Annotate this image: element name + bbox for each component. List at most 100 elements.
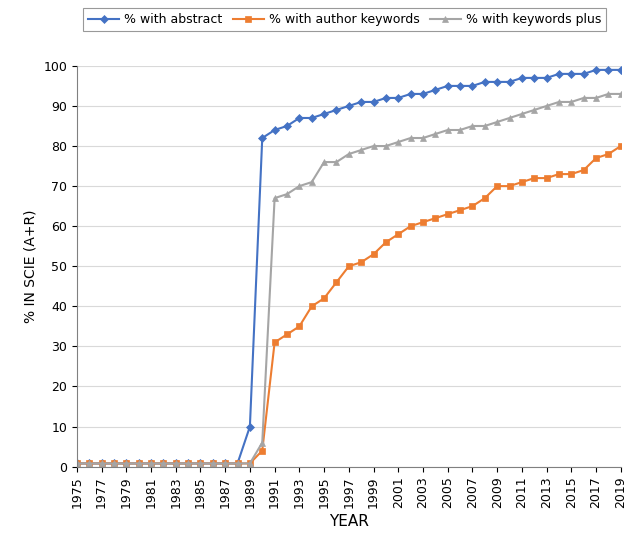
% with author keywords — [394, 231, 402, 238]
% with author keywords — [308, 303, 316, 310]
% with author keywords — [234, 460, 241, 467]
% with author keywords — [518, 179, 525, 186]
% with abstract — [234, 460, 241, 467]
% with author keywords — [209, 460, 216, 467]
% with keywords plus — [147, 460, 155, 467]
% with author keywords — [110, 460, 118, 467]
% with abstract — [617, 66, 625, 73]
% with author keywords — [592, 155, 600, 161]
% with keywords plus — [135, 460, 143, 467]
% with keywords plus — [320, 159, 328, 165]
% with author keywords — [506, 183, 513, 189]
% with abstract — [370, 99, 378, 105]
% with abstract — [592, 66, 600, 73]
% with keywords plus — [555, 99, 563, 105]
% with keywords plus — [110, 460, 118, 467]
% with author keywords — [85, 460, 93, 467]
% with author keywords — [147, 460, 155, 467]
% with keywords plus — [259, 439, 266, 446]
% with keywords plus — [172, 460, 180, 467]
% with keywords plus — [234, 460, 241, 467]
% with abstract — [555, 71, 563, 77]
% with abstract — [357, 99, 365, 105]
% with abstract — [135, 460, 143, 467]
% with abstract — [543, 75, 550, 81]
% with author keywords — [580, 167, 588, 173]
% with abstract — [259, 135, 266, 141]
% with author keywords — [271, 339, 278, 346]
% with author keywords — [196, 460, 204, 467]
% with abstract — [110, 460, 118, 467]
% with keywords plus — [518, 111, 525, 117]
% with abstract — [246, 423, 253, 430]
% with author keywords — [493, 183, 501, 189]
% with author keywords — [555, 171, 563, 177]
% with keywords plus — [493, 119, 501, 125]
% with abstract — [580, 71, 588, 77]
% with keywords plus — [271, 195, 278, 201]
% with abstract — [196, 460, 204, 467]
% with abstract — [394, 94, 402, 101]
% with keywords plus — [98, 460, 106, 467]
% with author keywords — [345, 263, 353, 270]
% with abstract — [271, 127, 278, 133]
% with author keywords — [605, 151, 612, 158]
% with keywords plus — [345, 151, 353, 158]
% with keywords plus — [394, 139, 402, 145]
% with abstract — [333, 107, 340, 113]
% with keywords plus — [382, 143, 390, 149]
% with abstract — [98, 460, 106, 467]
% with abstract — [147, 460, 155, 467]
% with author keywords — [122, 460, 130, 467]
% with keywords plus — [122, 460, 130, 467]
% with author keywords — [407, 223, 415, 229]
% with author keywords — [370, 251, 378, 257]
% with keywords plus — [209, 460, 216, 467]
% with abstract — [518, 75, 525, 81]
% with abstract — [296, 115, 303, 121]
% with author keywords — [159, 460, 167, 467]
% with abstract — [345, 103, 353, 109]
% with keywords plus — [506, 115, 513, 121]
% with abstract — [184, 460, 192, 467]
% with keywords plus — [296, 183, 303, 189]
% with author keywords — [568, 171, 575, 177]
% with keywords plus — [568, 99, 575, 105]
% with keywords plus — [283, 191, 291, 198]
% with keywords plus — [221, 460, 229, 467]
% with author keywords — [431, 215, 439, 221]
% with abstract — [320, 111, 328, 117]
% with keywords plus — [357, 147, 365, 153]
% with author keywords — [98, 460, 106, 467]
X-axis label: YEAR: YEAR — [329, 514, 369, 529]
% with keywords plus — [531, 107, 538, 113]
% with keywords plus — [592, 94, 600, 101]
% with abstract — [531, 75, 538, 81]
% with abstract — [468, 82, 476, 89]
% with abstract — [493, 79, 501, 85]
Legend: % with abstract, % with author keywords, % with keywords plus: % with abstract, % with author keywords,… — [83, 8, 606, 31]
% with author keywords — [456, 207, 464, 214]
% with abstract — [456, 82, 464, 89]
% with author keywords — [184, 460, 192, 467]
% with author keywords — [419, 219, 427, 226]
% with keywords plus — [543, 103, 550, 109]
% with abstract — [221, 460, 229, 467]
% with author keywords — [531, 175, 538, 181]
% with author keywords — [221, 460, 229, 467]
% with abstract — [382, 94, 390, 101]
% with keywords plus — [246, 460, 253, 467]
% with keywords plus — [159, 460, 167, 467]
% with keywords plus — [407, 135, 415, 141]
% with abstract — [407, 91, 415, 97]
% with abstract — [172, 460, 180, 467]
Y-axis label: % IN SCIE (A+R): % IN SCIE (A+R) — [24, 210, 38, 323]
% with author keywords — [296, 323, 303, 329]
% with author keywords — [382, 239, 390, 245]
% with author keywords — [259, 447, 266, 454]
% with abstract — [122, 460, 130, 467]
% with abstract — [85, 460, 93, 467]
% with keywords plus — [308, 179, 316, 186]
% with abstract — [209, 460, 216, 467]
Line: % with author keywords: % with author keywords — [74, 143, 623, 466]
